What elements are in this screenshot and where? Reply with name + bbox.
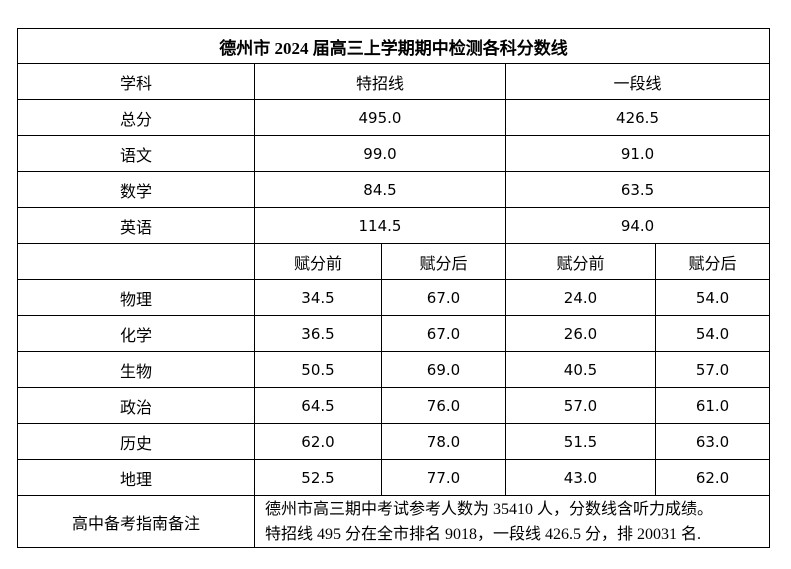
score-cell: 91.0 bbox=[504, 135, 771, 172]
subject-cell: 地理 bbox=[17, 459, 255, 496]
table-row: 物理 34.5 67.0 24.0 54.0 bbox=[17, 279, 771, 316]
score-cell: 76.0 bbox=[381, 387, 506, 424]
score-cell: 495.0 bbox=[254, 99, 506, 136]
subheader-cell: 赋分前 bbox=[254, 243, 382, 280]
table-row: 赋分前 赋分后 赋分前 赋分后 bbox=[17, 243, 771, 280]
score-cell: 51.5 bbox=[505, 423, 656, 460]
table-row: 数学 84.5 63.5 bbox=[17, 171, 771, 208]
score-cell: 36.5 bbox=[254, 315, 382, 352]
subject-cell: 政治 bbox=[17, 387, 255, 424]
score-cell: 54.0 bbox=[654, 279, 771, 316]
score-cell: 94.0 bbox=[504, 207, 771, 244]
subject-cell: 生物 bbox=[17, 351, 255, 388]
score-cell: 57.0 bbox=[654, 351, 771, 388]
score-cell: 52.5 bbox=[254, 459, 382, 496]
table-title: 德州市 2024 届高三上学期期中检测各科分数线 bbox=[16, 28, 771, 64]
subject-cell: 语文 bbox=[17, 135, 255, 172]
score-cell: 43.0 bbox=[505, 459, 656, 496]
score-cell: 62.0 bbox=[654, 459, 771, 496]
table-row: 英语 114.5 94.0 bbox=[17, 207, 771, 244]
score-cell: 63.5 bbox=[504, 171, 771, 208]
subheader-cell: 赋分后 bbox=[381, 243, 506, 280]
subject-cell: 总分 bbox=[17, 99, 255, 136]
subheader-cell: 赋分前 bbox=[505, 243, 656, 280]
blank-cell bbox=[17, 243, 255, 280]
score-cell: 24.0 bbox=[505, 279, 656, 316]
subject-cell: 历史 bbox=[17, 423, 255, 460]
score-cell: 69.0 bbox=[381, 351, 506, 388]
note-line: 特招线 495 分在全市排名 9018，一段线 426.5 分，排 20031 … bbox=[265, 525, 702, 543]
score-cell: 40.5 bbox=[505, 351, 656, 388]
score-table: 德州市 2024 届高三上学期期中检测各科分数线 学科 特招线 一段线 总分 49… bbox=[16, 28, 771, 548]
score-cell: 34.5 bbox=[254, 279, 382, 316]
score-cell: 67.0 bbox=[381, 315, 506, 352]
table-row: 高中备考指南备注 德州市高三期中考试参考人数为 35410 人，分数线含听力成绩。… bbox=[17, 495, 771, 548]
score-cell: 67.0 bbox=[381, 279, 506, 316]
score-cell: 61.0 bbox=[654, 387, 771, 424]
score-cell: 114.5 bbox=[254, 207, 506, 244]
score-cell: 57.0 bbox=[505, 387, 656, 424]
score-cell: 62.0 bbox=[254, 423, 382, 460]
score-cell: 426.5 bbox=[504, 99, 771, 136]
table-row: 政治 64.5 76.0 57.0 61.0 bbox=[17, 387, 771, 424]
note-line: 德州市高三期中考试参考人数为 35410 人，分数线含听力成绩。 bbox=[265, 500, 714, 518]
subject-cell: 化学 bbox=[17, 315, 255, 352]
table-row: 地理 52.5 77.0 43.0 62.0 bbox=[17, 459, 771, 496]
subject-cell: 英语 bbox=[17, 207, 255, 244]
score-cell: 77.0 bbox=[381, 459, 506, 496]
note-text: 德州市高三期中考试参考人数为 35410 人，分数线含听力成绩。 特招线 495 … bbox=[253, 495, 771, 548]
table-row: 历史 62.0 78.0 51.5 63.0 bbox=[17, 423, 771, 460]
header-cell: 一段线 bbox=[504, 63, 771, 100]
table-row: 化学 36.5 67.0 26.0 54.0 bbox=[17, 315, 771, 352]
score-cell: 54.0 bbox=[654, 315, 771, 352]
score-cell: 50.5 bbox=[254, 351, 382, 388]
header-cell: 学科 bbox=[17, 63, 255, 100]
score-cell: 84.5 bbox=[254, 171, 506, 208]
score-cell: 63.0 bbox=[654, 423, 771, 460]
subheader-cell: 赋分后 bbox=[654, 243, 771, 280]
score-cell: 64.5 bbox=[254, 387, 382, 424]
subject-cell: 数学 bbox=[17, 171, 255, 208]
subject-cell: 物理 bbox=[17, 279, 255, 316]
table-row: 语文 99.0 91.0 bbox=[17, 135, 771, 172]
score-cell: 99.0 bbox=[254, 135, 506, 172]
header-cell: 特招线 bbox=[254, 63, 506, 100]
note-label: 高中备考指南备注 bbox=[17, 495, 255, 548]
score-cell: 26.0 bbox=[505, 315, 656, 352]
score-cell: 78.0 bbox=[381, 423, 506, 460]
table-row: 总分 495.0 426.5 bbox=[17, 99, 771, 136]
table-row: 生物 50.5 69.0 40.5 57.0 bbox=[17, 351, 771, 388]
